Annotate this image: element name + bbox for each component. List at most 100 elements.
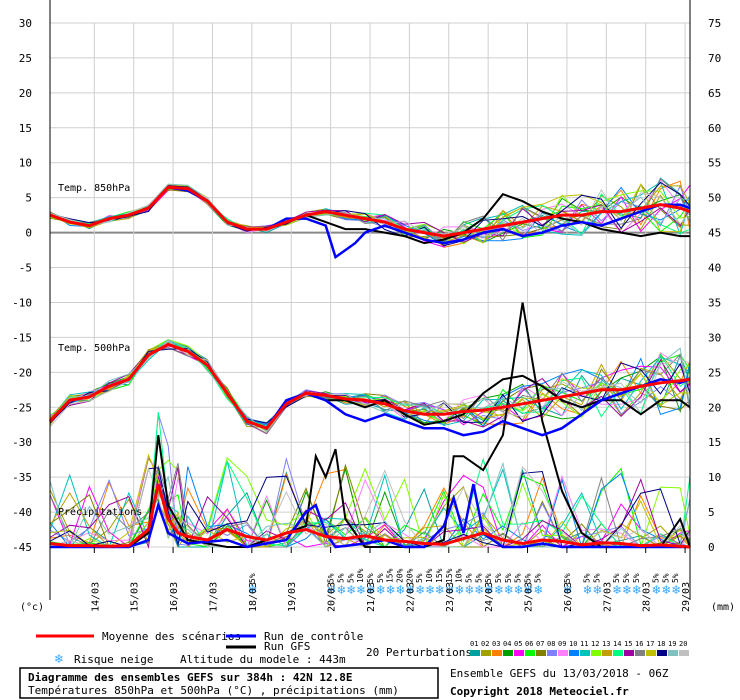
snow-risk-label: 5% [464, 573, 473, 583]
left-tick-label: -45 [12, 541, 32, 554]
snow-risk-label: 10% [455, 568, 464, 583]
right-tick-label: 65 [708, 87, 721, 100]
right-axis-unit: (mm) [711, 602, 735, 613]
snow-risk-label: 5% [415, 573, 424, 583]
copyright: Copyright 2018 Meteociel.fr [450, 685, 629, 698]
left-tick-label: -20 [12, 366, 32, 379]
left-tick-label: -25 [12, 401, 32, 414]
perturbation-number: 14 [613, 640, 621, 648]
panel-label-precip: Précipitations [58, 506, 142, 518]
snow-risk-label: 5% [376, 573, 385, 583]
perturbation-number: 12 [591, 640, 599, 648]
snow-risk-label: 5% [336, 573, 345, 583]
snowflake-icon: ❄ [346, 583, 356, 597]
perturbation-swatch [602, 650, 612, 656]
perturbation-numbers: 01 02 03 04 05 06 07 08 09 10 11 12 13 14 15 16 17 18 19 20 [470, 640, 687, 648]
mean-line-precip [49, 483, 691, 549]
perturbation-swatch [525, 650, 535, 656]
snow-risk-label: 5% [484, 573, 493, 583]
x-tick-label: 17/03 [208, 582, 219, 612]
left-axis-unit: (°c) [20, 602, 44, 613]
snow-risk-label: 5% [524, 573, 533, 583]
snowflake-icon: ❄ [356, 583, 366, 597]
snow-risk-label: 5% [327, 573, 336, 583]
left-tick-label: -40 [12, 506, 32, 519]
perturbation-swatch [470, 650, 480, 656]
snowflake-icon: ❄ [366, 583, 376, 597]
snowflake-icon: ❄ [336, 583, 346, 597]
panel-label-850: Temp. 850hPa [58, 183, 130, 194]
right-tick-label: 45 [708, 227, 721, 240]
snow-risk-label: 15% [445, 568, 454, 583]
perturbation-line-500 [49, 339, 691, 428]
right-tick-label: 30 [708, 331, 721, 344]
snowflake-icon: ❄ [592, 583, 602, 597]
right-tick-label: 15 [708, 436, 721, 449]
perturbation-line-500 [49, 338, 691, 429]
perturbation-number: 20 [679, 640, 687, 648]
snowflake-icon: ❄ [671, 583, 681, 597]
perturbation-number: 07 [536, 640, 544, 648]
snowflake-icon: ❄ [484, 583, 494, 597]
perturbation-number: 17 [646, 640, 654, 648]
legend: Moyenne des scénarios Run de contrôle Ru… [36, 630, 689, 666]
snow-risk-label: 5% [592, 573, 601, 583]
legend-altitude: Altitude du modele : 443m [180, 653, 346, 666]
snow-risk-label: 5% [622, 573, 631, 583]
x-tick-label: 24/03 [484, 582, 495, 612]
perturbation-swatch [591, 650, 601, 656]
main-series [48, 185, 691, 549]
perturbation-number: 03 [492, 640, 500, 648]
snow-risk-label: 5% [346, 573, 355, 583]
snowflake-icon: ❄ [514, 583, 524, 597]
perturbation-swatch [558, 650, 568, 656]
snowflake-icon: ❄ [327, 583, 337, 597]
left-tick-label: 20 [19, 87, 32, 100]
right-tick-label: 0 [708, 541, 715, 554]
perturbation-number: 05 [514, 640, 522, 648]
left-tick-label: -5 [19, 262, 32, 275]
snow-risk-label: 5% [612, 573, 621, 583]
snow-risk-band: ❄5%❄5%❄5%❄5%❄10%❄5%❄5%❄15%❄20%❄20%❄5%❄10… [248, 568, 681, 597]
snowflake-icon: ❄ [445, 583, 455, 597]
x-tick-label: 19/03 [287, 582, 298, 612]
chart-title: Diagramme des ensembles GEFS sur 384h : … [28, 671, 353, 684]
perturbation-swatch [635, 650, 645, 656]
snow-risk-label: 5% [474, 573, 483, 583]
x-tick-label: 20/03 [327, 582, 338, 612]
snowflake-icon: ❄ [435, 583, 445, 597]
perturbation-swatch [679, 650, 689, 656]
right-tick-label: 55 [708, 157, 721, 170]
perturbation-swatch [481, 650, 491, 656]
snowflake-icon: ❄ [415, 583, 425, 597]
perturbation-swatch [514, 650, 524, 656]
right-tick-label: 75 [708, 17, 721, 30]
left-tick-label: 0 [25, 227, 32, 240]
ensemble-run: Ensemble GEFS du 13/03/2018 - 06Z [450, 667, 669, 680]
perturbation-number: 04 [503, 640, 511, 648]
left-tick-label: 15 [19, 122, 32, 135]
right-tick-label: 5 [708, 506, 715, 519]
perturbation-number: 11 [580, 640, 588, 648]
snow-risk-label: 5% [533, 573, 542, 583]
snowflake-icon: ❄ [612, 583, 622, 597]
legend-gfs-label: Run GFS [264, 640, 310, 653]
snowflake-icon: ❄ [661, 583, 671, 597]
perturbation-swatch [624, 650, 634, 656]
snowflake-icon: ❄ [376, 583, 386, 597]
perturbation-number: 18 [657, 640, 665, 648]
snowflake-icon: ❄ [494, 583, 504, 597]
snow-risk-label: 5% [563, 573, 572, 583]
title-box [19, 667, 439, 699]
perturbation-line-850 [49, 183, 691, 245]
right-tick-label: 20 [708, 401, 721, 414]
snowflake-icon: ❄ [386, 583, 396, 597]
perturbation-swatch [569, 650, 579, 656]
left-tick-label: -30 [12, 436, 32, 449]
legend-mean-label: Moyenne des scénarios [102, 630, 241, 643]
snow-risk-label: 5% [504, 573, 513, 583]
x-tick-label: 29/03 [681, 582, 692, 612]
snow-risk-label: 20% [396, 568, 405, 583]
right-tick-label: 40 [708, 262, 721, 275]
